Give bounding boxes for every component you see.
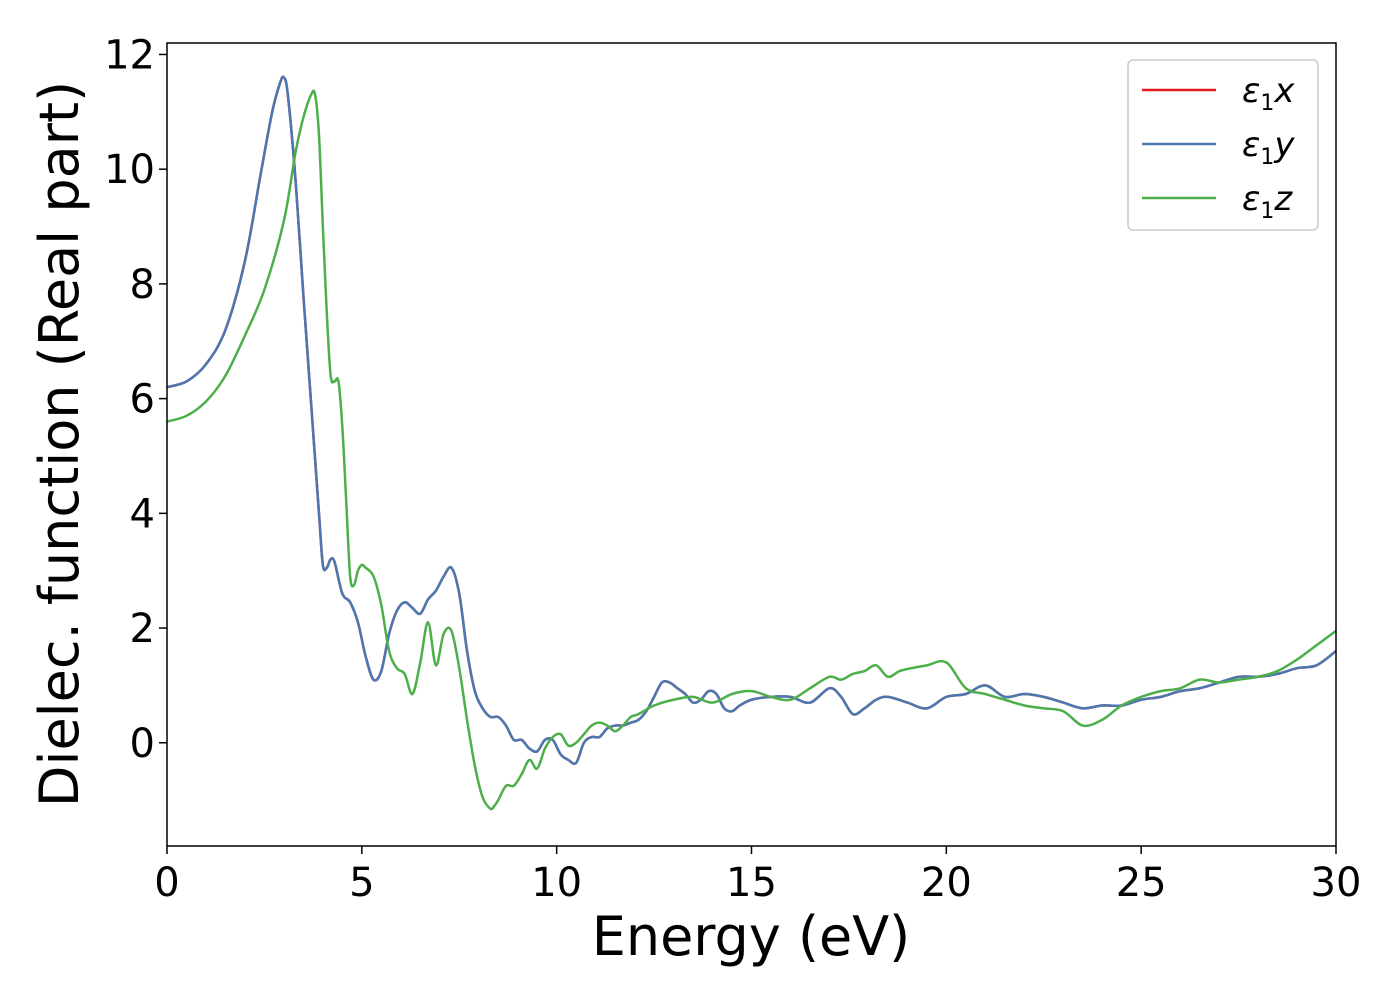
y-tick-label: 6	[130, 377, 155, 423]
legend-entry-e1y: ε1y	[1142, 125, 1295, 170]
y-axis-title: Dielec. function (Real part)	[28, 81, 91, 807]
y-tick-label: 8	[130, 262, 155, 308]
x-tick-label: 10	[531, 860, 582, 906]
y-tick-label: 4	[130, 491, 155, 537]
y-axis: 0 2 4 6 8 10 12	[104, 32, 167, 767]
legend-entry-e1x: ε1x	[1142, 71, 1295, 116]
y-tick-label: 2	[130, 606, 155, 652]
series-layer	[166, 75, 1337, 811]
y-tick-label: 0	[130, 721, 155, 767]
legend-entry-e1z: ε1z	[1142, 179, 1293, 224]
legend-label-e1z: ε1z	[1242, 179, 1293, 224]
y-tick-label: 10	[104, 147, 155, 193]
x-tick-label: 5	[349, 860, 374, 906]
series-line-e1z	[166, 89, 1337, 811]
legend-label-e1x: ε1x	[1242, 71, 1295, 116]
x-tick-label: 30	[1311, 860, 1362, 906]
legend-label-e1y: ε1y	[1242, 125, 1295, 170]
x-axis-title: Energy (eV)	[592, 905, 911, 968]
y-tick-label: 12	[104, 32, 155, 78]
series-line-e1y	[166, 75, 1337, 766]
x-tick-label: 25	[1116, 860, 1167, 906]
x-axis: 0 5 10 15 20 25 30	[154, 846, 1361, 906]
legend: ε1x ε1y ε1z	[1127, 59, 1319, 231]
x-tick-label: 0	[154, 860, 179, 906]
legend-box	[1127, 59, 1319, 231]
x-tick-label: 15	[726, 860, 777, 906]
x-tick-label: 20	[921, 860, 972, 906]
